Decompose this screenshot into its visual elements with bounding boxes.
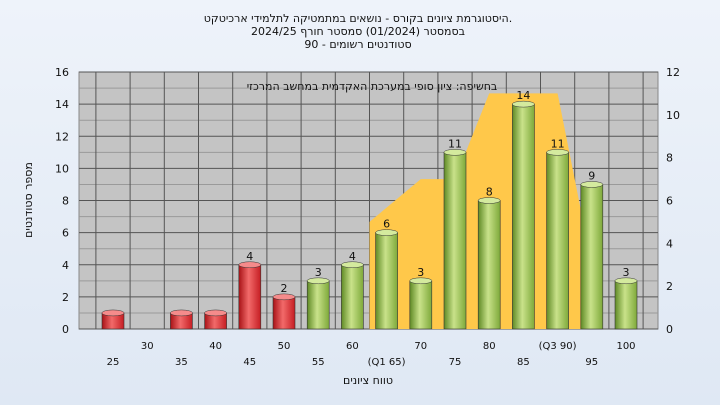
y-axis-left: 0 2 4 6 8 10 12 14 16 [55,66,69,336]
y-right-tick-8: 8 [666,152,673,165]
bar-body [512,103,535,330]
bar-90 [546,149,569,330]
bar-cap [170,309,193,317]
chart-title-line-1: היסטוגרמת ציונים בקורס - נושאים במתמטיקה… [204,12,512,25]
x-tick-40: 40 [209,341,222,352]
value-label-95: 9 [588,169,595,182]
y-axis-title: מספר סטודנטים [22,162,35,238]
bar-body [443,152,467,330]
y-right-tick-2: 2 [666,280,673,293]
bar-65 [375,229,398,330]
chart-title-line-2: בסמסטר (01/2024) סמסטר חורף 2024/25 [251,25,465,38]
y-left-tick-10: 10 [55,162,69,175]
bar-cap [272,293,296,301]
title-block: היסטוגרמת ציונים בקורס - נושאים במתמטיקה… [204,12,512,51]
bar-body [477,200,501,330]
bar-cap [614,277,638,285]
x-tick-60: 60 [346,341,359,352]
y-left-tick-16: 16 [55,66,69,79]
bar-body [409,280,433,330]
bar-body [306,280,330,330]
bar-cap [580,181,604,188]
x-tick-80: 80 [483,341,496,352]
y-left-tick-8: 8 [62,195,69,208]
bar-50 [272,293,296,330]
bar-cap [409,277,433,285]
value-label-80: 8 [486,186,493,199]
bar-75 [443,149,467,330]
x-tick-25: 25 [107,357,120,368]
x-tick-70: 70 [414,341,427,352]
bars [101,100,638,330]
y-left-tick-4: 4 [62,259,69,272]
bar-body [614,280,638,330]
bar-cap [375,229,398,236]
value-label-100: 3 [623,266,630,279]
bar-cap [341,261,364,268]
bar-body [375,232,398,330]
bar-85 [512,100,535,330]
bar-80 [477,197,501,330]
x-tick-100: 100 [616,341,635,352]
y-right-tick-10: 10 [666,109,680,122]
bar-95 [580,181,604,330]
bar-body [341,264,364,330]
y-left-tick-14: 14 [55,98,69,111]
value-label-85: 14 [516,89,530,102]
bar-cap [512,100,535,108]
value-label-90: 11 [551,137,565,150]
bar-35 [170,309,193,330]
bar-body [272,296,296,330]
bar-60 [341,261,364,330]
y-left-tick-2: 2 [62,291,69,304]
x-tick-30: 30 [141,341,154,352]
x-tick-75: 75 [449,357,462,368]
y-left-tick-6: 6 [62,227,69,240]
value-label-65: 6 [383,218,390,231]
x-tick-35: 35 [175,357,188,368]
x-tick-85: 85 [517,357,530,368]
bar-cap [546,149,569,156]
y-left-tick-0: 0 [62,323,69,336]
bar-100 [614,277,638,330]
bar-cap [238,261,262,268]
bar-55 [306,277,330,330]
x-tick-90: (Q3 90) [539,341,577,352]
y-right-tick-4: 4 [666,237,673,250]
x-tick-50: 50 [278,341,291,352]
y-right-tick-0: 0 [666,323,673,336]
bar-body [546,152,569,330]
chart-title-line-3: סטודנטים רשומים - 90 [304,38,411,51]
bar-70 [409,277,433,330]
bar-25 [101,309,125,330]
x-tick-95: 95 [585,357,598,368]
x-tick-45: 45 [243,357,256,368]
annotation-text: בחשיפה: ציון סופי במערכת האקדמית במחשב ה… [247,80,498,93]
bar-cap [477,197,501,204]
value-label-45: 4 [246,250,253,263]
bar-cap [306,277,330,285]
bar-40 [204,309,227,330]
value-label-50: 2 [281,282,288,295]
x-axis-ticks: 25 30 35 40 45 50 55 60 (Q1 65) 70 75 80 85 (Q3 90) 95… [107,341,636,368]
y-left-tick-12: 12 [55,130,69,143]
bar-45 [238,261,262,330]
y-right-tick-6: 6 [666,195,673,208]
bar-body [580,184,604,330]
value-labels: 4 2 3 4 6 3 11 8 14 11 9 3 [246,89,629,295]
value-label-70: 3 [417,266,424,279]
x-axis-title: טווח ציונים [343,374,393,387]
value-label-60: 4 [349,250,356,263]
y-right-tick-12: 12 [666,66,680,79]
bar-cap [204,309,227,317]
bar-cap [443,149,467,156]
x-tick-65: (Q1 65) [368,357,406,368]
bar-body [238,264,262,330]
value-label-55: 3 [315,266,322,279]
y-axis-right: 0 2 4 6 8 10 12 [666,66,680,336]
bar-cap [101,309,125,317]
value-label-75: 11 [448,137,462,150]
x-tick-55: 55 [312,357,325,368]
